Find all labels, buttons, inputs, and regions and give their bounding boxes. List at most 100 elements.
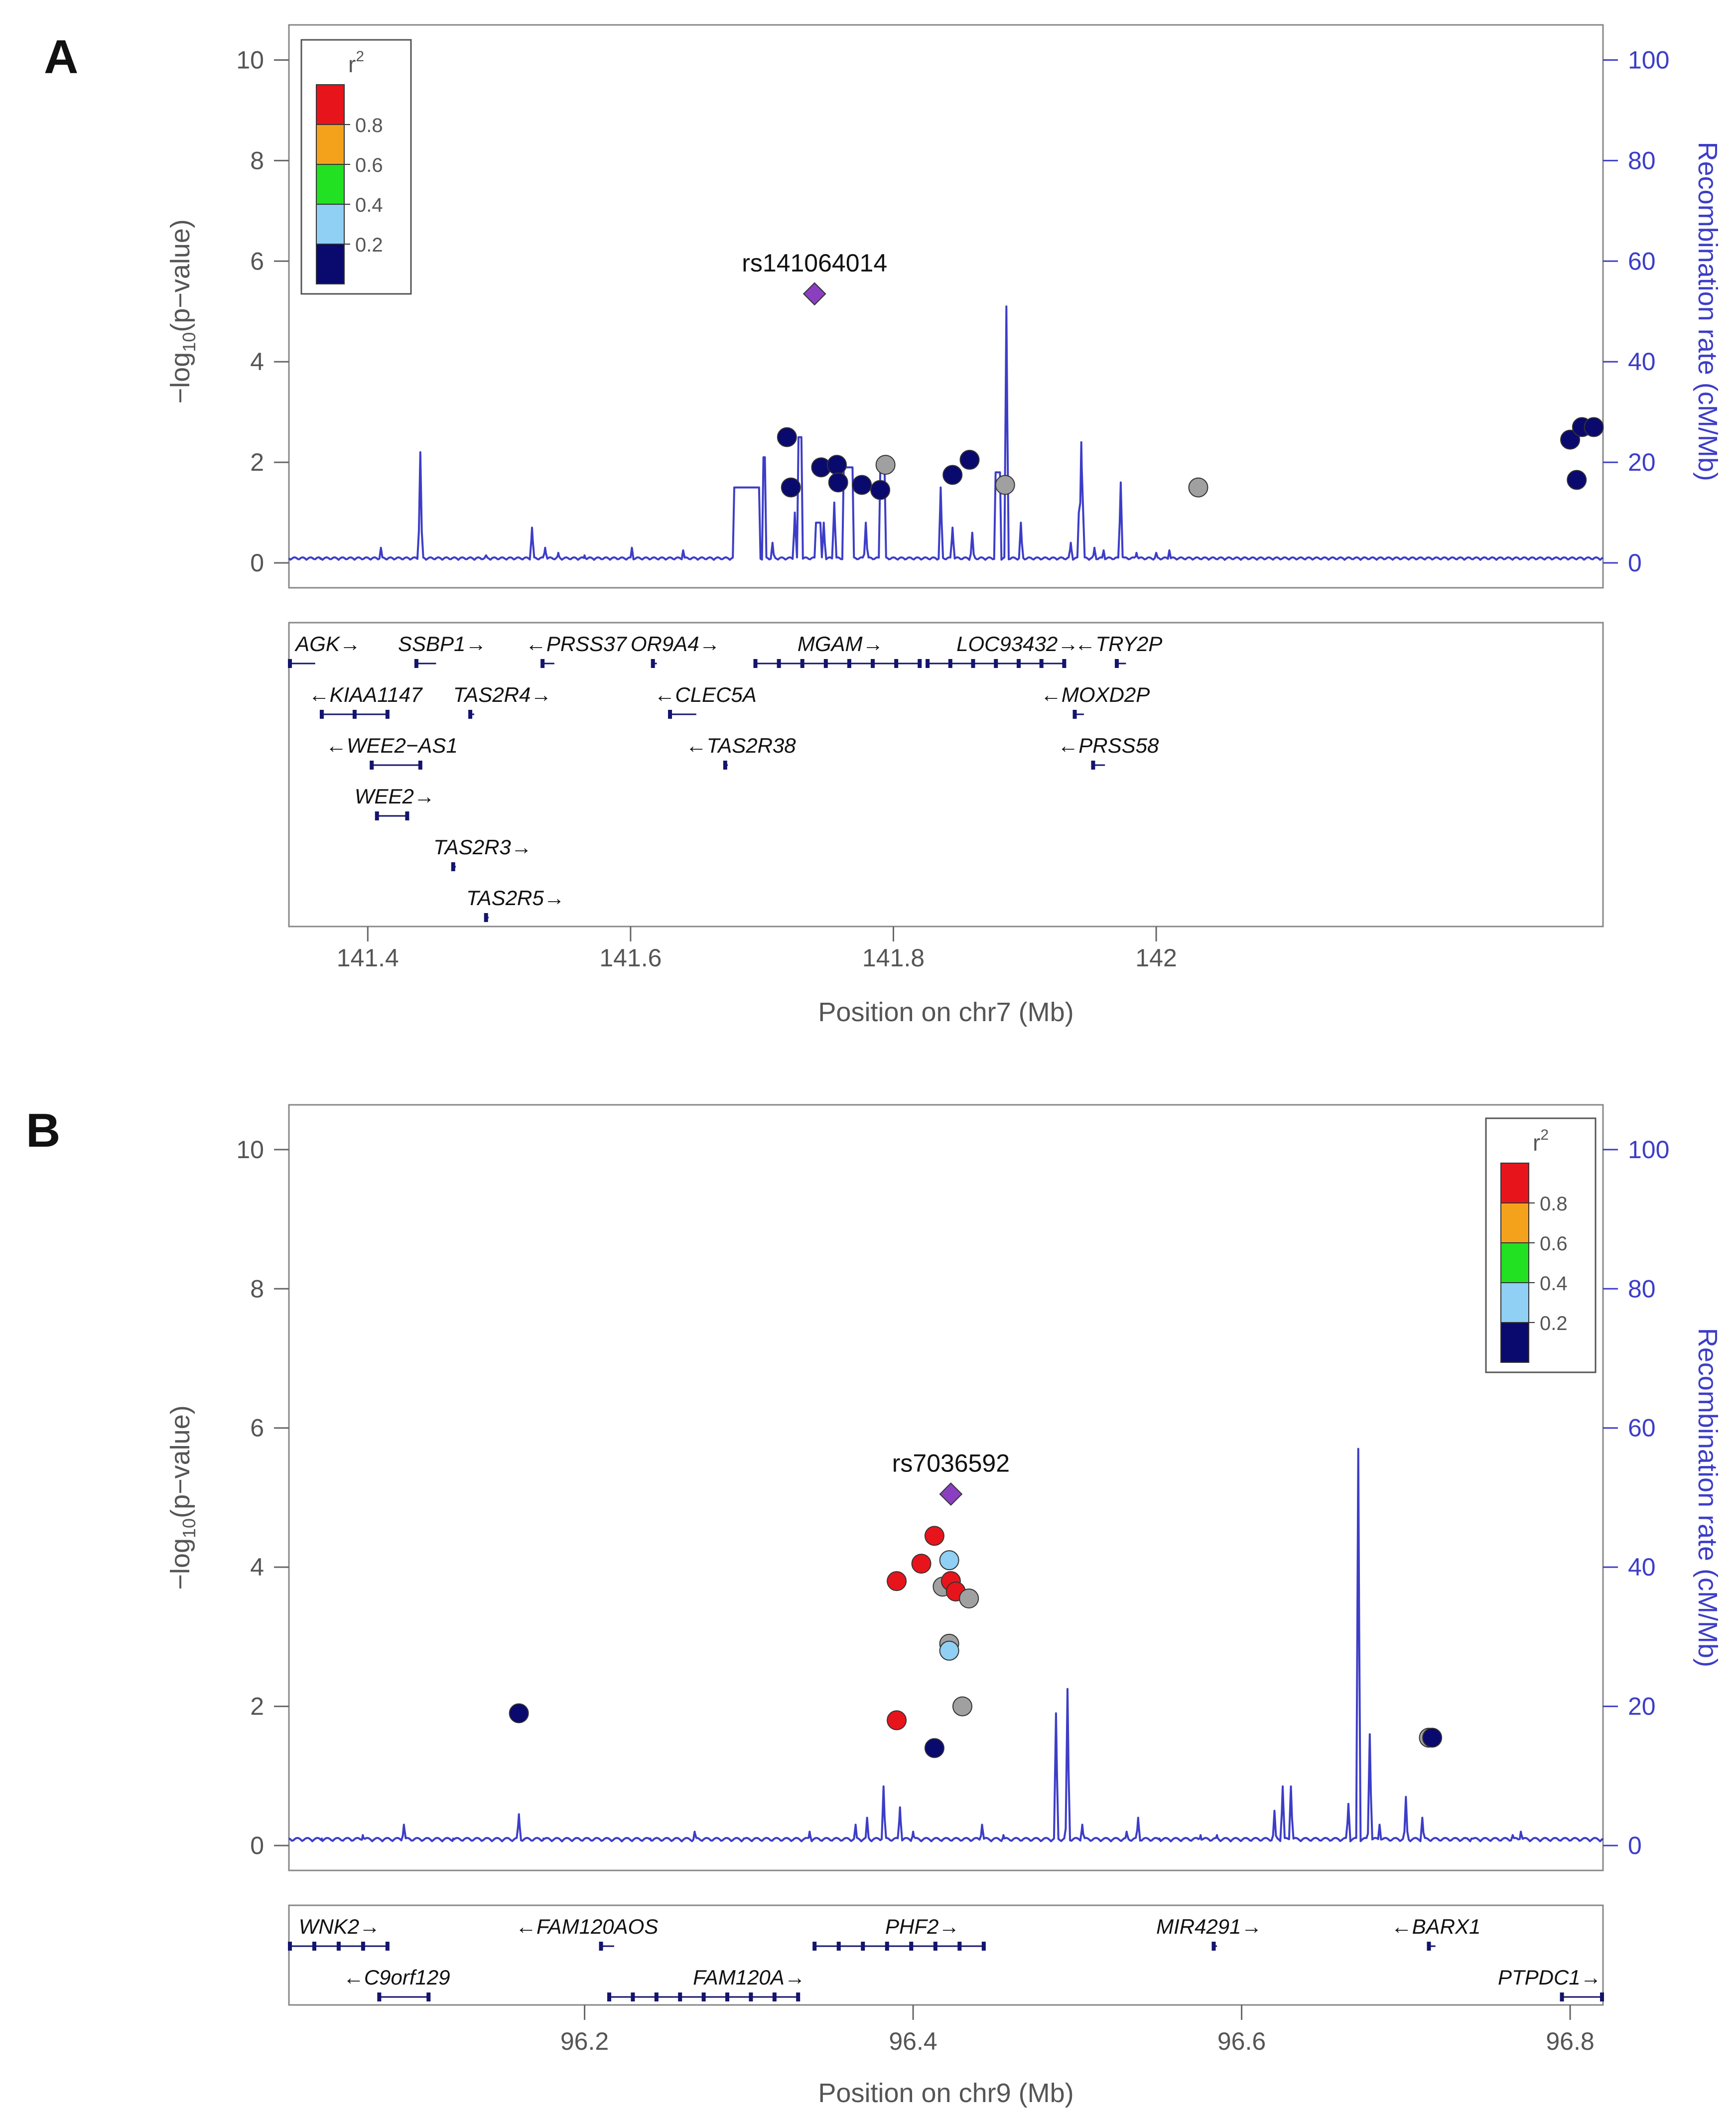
gene-exon [796, 1992, 801, 2001]
gene-label: ←PRSS58 [1058, 734, 1159, 757]
y2-tick-label: 80 [1628, 1275, 1656, 1303]
y-tick-label: 2 [250, 1693, 264, 1721]
y-tick-label: 0 [250, 549, 264, 577]
recombination-rate-line [288, 305, 1604, 561]
y-tick-label: 6 [250, 247, 264, 275]
gene-label: ←KIAA1147 [309, 683, 423, 706]
gene-exon [1211, 1942, 1216, 1951]
legend-label: 0.8 [355, 115, 383, 136]
y-tick-label: 10 [236, 46, 264, 74]
gene-label: TAS2R5→ [466, 886, 565, 910]
gene-exon [971, 659, 975, 668]
gene-label: ←BARX1 [1391, 1915, 1481, 1938]
gene-label: ←PRSS37 [526, 632, 628, 656]
gene-label: LOC93432→ [956, 632, 1078, 656]
gene-label: MGAM→ [798, 632, 884, 656]
gene-exon [631, 1992, 635, 2001]
gene-exon [678, 1992, 682, 2001]
snp-point [924, 1738, 944, 1758]
x-tick-label: 141.4 [337, 944, 399, 972]
gene-exon [957, 1942, 962, 1951]
gene-exon [599, 1942, 603, 1951]
legend-label: 0.8 [1540, 1193, 1568, 1215]
gene-exon [385, 1942, 390, 1951]
snp-point [959, 1589, 979, 1609]
snp-point [870, 480, 891, 500]
legend-label: 0.2 [355, 234, 383, 256]
gene-label: WNK2→ [299, 1915, 380, 1938]
legend-swatch [316, 124, 345, 165]
y-tick-label: 4 [250, 348, 264, 376]
snp-point [781, 477, 801, 498]
gene-exon [651, 659, 655, 668]
gene-exon [668, 710, 672, 719]
snp-point [1422, 1727, 1443, 1748]
recombination-rate-line [288, 1448, 1604, 1843]
x-tick-label: 96.8 [1546, 2027, 1594, 2055]
legend-swatch [1500, 1202, 1529, 1243]
gene-exon [1427, 1942, 1431, 1951]
gene-exon [654, 1992, 659, 2001]
y2-tick-label: 60 [1628, 1414, 1656, 1442]
y2-axis-label: Recombination rate (cM/Mb) [1693, 1328, 1723, 1667]
y2-axis-label: Recombination rate (cM/Mb) [1693, 142, 1723, 481]
gene-track-frame [288, 1904, 1604, 2006]
x-tick-label: 141.6 [599, 944, 662, 972]
x-axis-label: Position on chr7 (Mb) [818, 997, 1073, 1027]
legend-title: r2 [348, 48, 364, 77]
gene-exon [1072, 710, 1077, 719]
y-tick-label: 8 [250, 146, 264, 174]
gene-exon [885, 1942, 889, 1951]
snp-point [509, 1703, 529, 1723]
gene-exon [361, 1942, 365, 1951]
gene-exon [753, 659, 758, 668]
y2-tick-label: 0 [1628, 1832, 1642, 1859]
gene-exon [1062, 659, 1067, 668]
gene-exon [377, 1992, 382, 2001]
y2-tick-label: 100 [1628, 1136, 1669, 1164]
snp-point [924, 1526, 944, 1546]
gene-exon [385, 710, 390, 719]
legend-swatch [1500, 1322, 1529, 1363]
gene-label: TAS2R3→ [433, 835, 532, 859]
gene-exon [1114, 659, 1119, 668]
legend-swatch [316, 84, 345, 125]
gene-label: ←TAS2R38 [686, 734, 797, 757]
legend-swatch [1500, 1163, 1529, 1203]
y-tick-label: 2 [250, 448, 264, 476]
gene-label: ←CLEC5A [654, 683, 756, 706]
gene-exon [812, 1942, 817, 1951]
plot-frame [288, 1104, 1604, 1871]
snp-point [939, 1640, 959, 1661]
gene-exon [451, 862, 455, 871]
gene-exon [847, 659, 851, 668]
gene-exon [405, 811, 409, 820]
gene-exon [336, 1942, 341, 1951]
y2-tick-label: 100 [1628, 46, 1669, 74]
gene-label: SSBP1→ [398, 632, 486, 656]
snp-point [827, 455, 847, 475]
panel-a-letter: A [44, 30, 79, 84]
gene-exon [823, 659, 828, 668]
gene-exon [994, 659, 998, 668]
gene-label: ←C9orf129 [343, 1966, 450, 1989]
gene-exon [861, 1942, 865, 1951]
gene-exon [1039, 659, 1044, 668]
y2-tick-label: 20 [1628, 1693, 1656, 1721]
snp-point [1584, 417, 1604, 437]
gene-exon [540, 659, 545, 668]
legend-swatch [316, 204, 345, 245]
gene-exon [352, 710, 357, 719]
gene-exon [1560, 1992, 1564, 2001]
gene-label: MIR4291→ [1156, 1915, 1262, 1938]
gene-label: ←WEE2−AS1 [326, 734, 458, 757]
gene-exon [312, 1942, 316, 1951]
gene-exon [871, 659, 875, 668]
gene-exon [772, 1992, 777, 2001]
gene-exon [926, 659, 930, 668]
x-axis-label: Position on chr9 (Mb) [818, 2078, 1073, 2108]
gene-exon [933, 1942, 937, 1951]
gene-exon [1016, 659, 1021, 668]
